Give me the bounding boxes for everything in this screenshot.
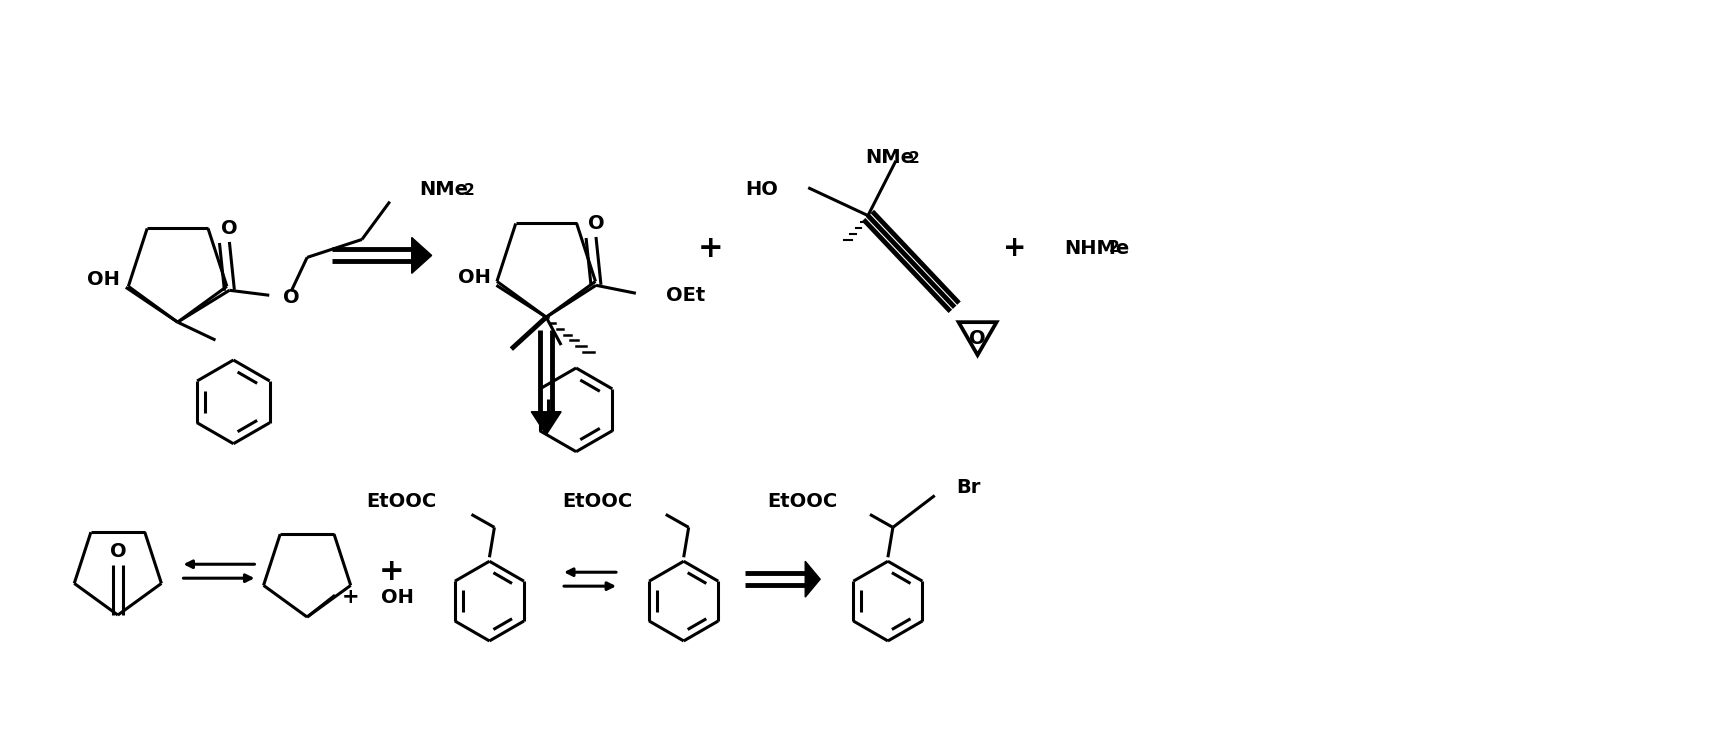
Polygon shape xyxy=(412,238,431,273)
Text: O: O xyxy=(109,542,126,561)
Text: NHMe: NHMe xyxy=(1064,239,1130,258)
Polygon shape xyxy=(531,412,561,435)
Text: +: + xyxy=(699,234,723,263)
Text: +: + xyxy=(342,587,361,607)
Text: OH: OH xyxy=(381,588,414,607)
Text: OEt: OEt xyxy=(666,286,706,305)
Text: 2: 2 xyxy=(464,183,474,197)
Text: 2: 2 xyxy=(1109,240,1120,255)
Text: OH: OH xyxy=(459,268,492,287)
Text: NMe: NMe xyxy=(864,148,914,167)
Text: +: + xyxy=(380,557,405,586)
Text: EtOOC: EtOOC xyxy=(366,492,436,511)
Text: HO: HO xyxy=(745,180,778,199)
Polygon shape xyxy=(806,561,819,597)
Text: NMe: NMe xyxy=(419,180,469,199)
Text: 2: 2 xyxy=(909,151,919,166)
Text: EtOOC: EtOOC xyxy=(768,492,837,511)
Text: O: O xyxy=(588,214,604,233)
Text: O: O xyxy=(969,329,987,348)
Text: +: + xyxy=(1002,235,1026,262)
Text: EtOOC: EtOOC xyxy=(562,492,633,511)
Text: Br: Br xyxy=(957,478,982,497)
Text: O: O xyxy=(221,219,238,238)
Text: OH: OH xyxy=(88,270,121,289)
Text: O: O xyxy=(283,288,300,307)
